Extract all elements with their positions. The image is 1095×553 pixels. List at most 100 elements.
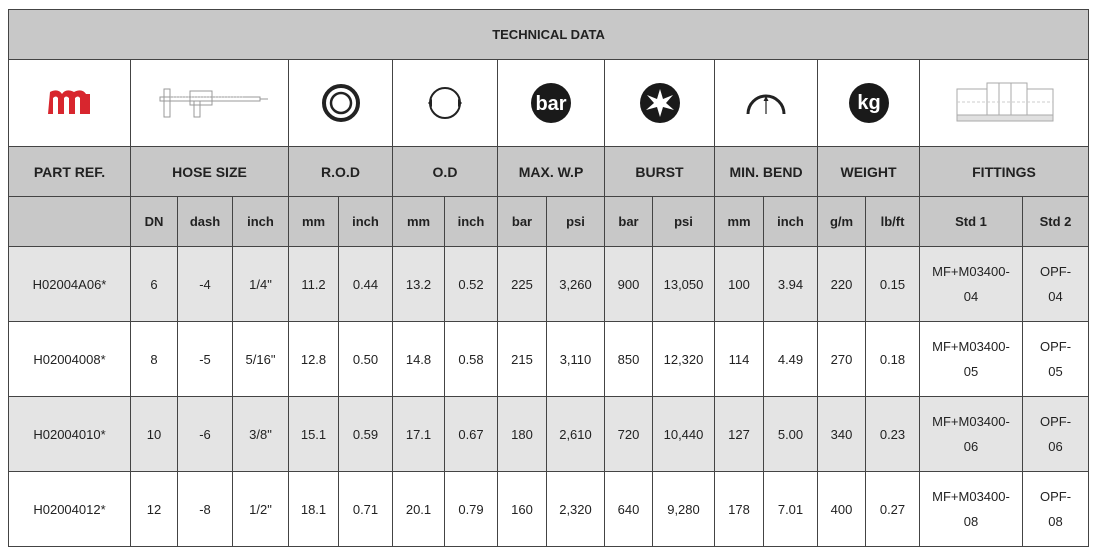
- burst-icon: [639, 83, 680, 123]
- caliper-cell: [130, 59, 289, 147]
- subheader-weight-gm: g/m: [817, 196, 866, 247]
- std1-cell: MF+M03400- 08: [919, 471, 1023, 547]
- bend-mm-cell: 114: [714, 321, 764, 397]
- weight-lbft-cell: 0.18: [865, 321, 920, 397]
- std1-line2: 08: [963, 514, 979, 529]
- subheader-od-inch: inch: [444, 196, 498, 247]
- wp-psi-cell: 3,260: [546, 246, 605, 322]
- table-row: H02004008* 8 -5 5/16" 12.8 0.50 14.8 0.5…: [8, 321, 1090, 397]
- bend-radius-icon: [746, 94, 786, 115]
- subheader-burst-bar: bar: [604, 196, 653, 247]
- od-mm-cell: 14.8: [392, 321, 445, 397]
- od-inch-cell: 0.58: [444, 321, 498, 397]
- header-rod: R.O.D: [288, 146, 393, 197]
- wp-psi-cell: 2,320: [546, 471, 605, 547]
- bend-inch-cell: 3.94: [763, 246, 818, 322]
- std1-line2: 06: [963, 439, 979, 454]
- weight-gm-cell: 220: [817, 246, 866, 322]
- bend-mm-cell: 178: [714, 471, 764, 547]
- header-max-wp: MAX. W.P: [497, 146, 605, 197]
- burst-bar-cell: 900: [604, 246, 653, 322]
- od-inch-cell: 0.52: [444, 246, 498, 322]
- weight-lbft-cell: 0.15: [865, 246, 920, 322]
- table-row: H02004010* 10 -6 3/8" 15.1 0.59 17.1 0.6…: [8, 396, 1090, 472]
- od-inch-cell: 0.67: [444, 396, 498, 472]
- wp-psi-cell: 2,610: [546, 396, 605, 472]
- bend-mm-cell: 127: [714, 396, 764, 472]
- fitting-drawing-icon: [956, 82, 1054, 122]
- hose-inch-cell: 1/4": [232, 246, 289, 322]
- hose-inch-cell: 3/8": [232, 396, 289, 472]
- header-od: O.D: [392, 146, 498, 197]
- burst-psi-cell: 10,440: [652, 396, 715, 472]
- subheader-wp-psi: psi: [546, 196, 605, 247]
- dn-cell: 8: [130, 321, 178, 397]
- brand-logo-cell: [8, 59, 131, 147]
- rod-inch-cell: 0.44: [338, 246, 393, 322]
- dash-cell: -4: [177, 246, 233, 322]
- burst-bar-cell: 640: [604, 471, 653, 547]
- wp-bar-cell: 215: [497, 321, 547, 397]
- outer-diameter-ring-icon: [321, 84, 360, 122]
- dash-cell: -5: [177, 321, 233, 397]
- table-row: H02004A06* 6 -4 1/4" 11.2 0.44 13.2 0.52…: [8, 246, 1090, 322]
- std2-line2: 04: [1048, 289, 1063, 304]
- subheader-empty: [8, 196, 131, 247]
- wp-bar-cell: 225: [497, 246, 547, 322]
- std2-line1: OPF-: [1039, 414, 1072, 429]
- header-weight: WEIGHT: [817, 146, 920, 197]
- std2-cell: OPF- 06: [1021, 396, 1090, 472]
- rod-mm-cell: 12.8: [288, 321, 339, 397]
- header-fittings: FITTINGS: [918, 146, 1090, 197]
- header-min-bend: MIN. BEND: [714, 146, 818, 197]
- weight-icon-cell: kg: [817, 59, 920, 147]
- subheader-burst-psi: psi: [652, 196, 715, 247]
- od-mm-cell: 17.1: [392, 396, 445, 472]
- od-icon-cell: [392, 59, 498, 147]
- std1-line2: 05: [963, 364, 979, 379]
- od-inch-cell: 0.79: [444, 471, 498, 547]
- subheader-rod-inch: inch: [338, 196, 393, 247]
- weight-gm-cell: 400: [817, 471, 866, 547]
- burst-icon-cell: [604, 59, 715, 147]
- od-mm-cell: 13.2: [392, 246, 445, 322]
- subheader-rod-mm: mm: [288, 196, 339, 247]
- subheader-std1: Std 1: [919, 196, 1023, 247]
- std1-line1: MF+M03400-: [932, 339, 1010, 354]
- part-ref-cell: H02004008*: [8, 321, 131, 397]
- part-ref-cell: H02004A06*: [8, 246, 131, 322]
- header-part-ref: PART REF.: [8, 146, 131, 197]
- burst-psi-cell: 9,280: [652, 471, 715, 547]
- burst-bar-cell: 720: [604, 396, 653, 472]
- dn-cell: 10: [130, 396, 178, 472]
- std2-line2: 05: [1048, 364, 1063, 379]
- rod-mm-cell: 15.1: [288, 396, 339, 472]
- dash-cell: -6: [177, 396, 233, 472]
- wp-icon-cell: bar: [497, 59, 605, 147]
- od-mm-cell: 20.1: [392, 471, 445, 547]
- weight-lbft-cell: 0.23: [865, 396, 920, 472]
- std1-cell: MF+M03400- 04: [919, 246, 1023, 322]
- std2-cell: OPF- 04: [1021, 246, 1090, 322]
- std2-line1: OPF-: [1039, 339, 1072, 354]
- dn-cell: 12: [130, 471, 178, 547]
- bend-inch-cell: 7.01: [763, 471, 818, 547]
- bar-pressure-icon: bar: [531, 83, 571, 123]
- std1-cell: MF+M03400- 06: [919, 396, 1023, 472]
- subheader-std2: Std 2: [1021, 196, 1090, 247]
- rod-icon-cell: [288, 59, 393, 147]
- bend-icon-cell: [714, 59, 818, 147]
- std1-line1: MF+M03400-: [932, 489, 1010, 504]
- weight-gm-cell: 270: [817, 321, 866, 397]
- rod-inch-cell: 0.59: [338, 396, 393, 472]
- subheader-dash: dash: [177, 196, 233, 247]
- dn-cell: 6: [130, 246, 178, 322]
- std1-line1: MF+M03400-: [932, 414, 1010, 429]
- fitting-drawing-cell: [918, 59, 1090, 147]
- diameter-circle-icon: [428, 87, 462, 119]
- std1-line2: 04: [963, 289, 979, 304]
- subheader-bend-mm: mm: [714, 196, 764, 247]
- subheader-od-mm: mm: [392, 196, 445, 247]
- svg-text:bar: bar: [535, 93, 566, 115]
- std1-cell: MF+M03400- 05: [919, 321, 1023, 397]
